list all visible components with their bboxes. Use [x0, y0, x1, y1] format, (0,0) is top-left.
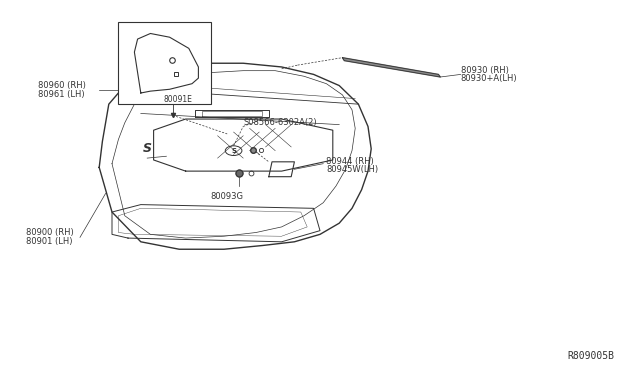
Text: S: S — [231, 148, 236, 154]
Text: 80900 (RH): 80900 (RH) — [26, 228, 74, 237]
Text: 80944 (RH): 80944 (RH) — [326, 157, 374, 166]
Text: 80960 (RH): 80960 (RH) — [38, 81, 86, 90]
Bar — [118, 22, 211, 104]
Text: 80930 (RH): 80930 (RH) — [461, 66, 509, 75]
Text: R809005B: R809005B — [568, 351, 614, 361]
Text: 80901 (LH): 80901 (LH) — [26, 237, 72, 246]
Text: 80091E: 80091E — [163, 95, 192, 104]
Polygon shape — [342, 58, 440, 77]
Text: S: S — [143, 142, 152, 155]
Text: S08566-6302A(2): S08566-6302A(2) — [243, 118, 317, 127]
Text: 80961 (LH): 80961 (LH) — [38, 90, 85, 99]
Text: 80930+A(LH): 80930+A(LH) — [461, 74, 517, 83]
Text: 80093G: 80093G — [211, 192, 244, 201]
Text: 80945W(LH): 80945W(LH) — [326, 165, 378, 174]
